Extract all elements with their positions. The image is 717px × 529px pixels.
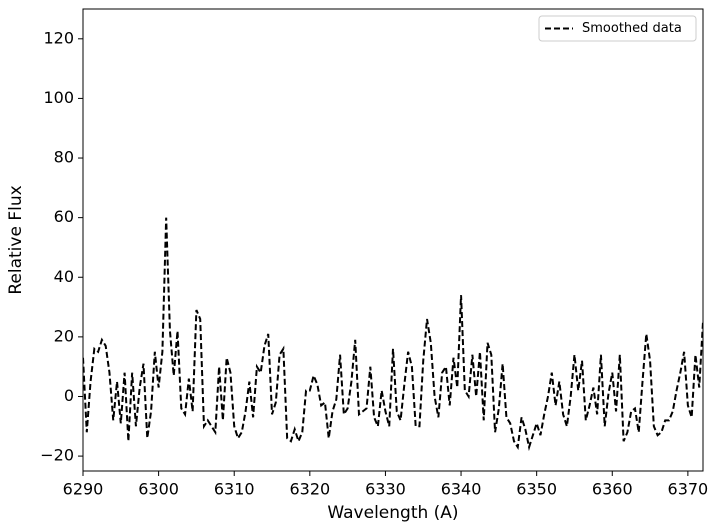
x-tick-label: 6330 bbox=[365, 480, 406, 499]
x-tick-label: 6290 bbox=[63, 480, 104, 499]
x-tick-label: 6300 bbox=[138, 480, 179, 499]
x-tick-label: 6340 bbox=[441, 480, 482, 499]
y-axis-label: Relative Flux bbox=[6, 185, 26, 294]
y-tick-label: −20 bbox=[40, 446, 74, 465]
y-tick-label: 100 bbox=[43, 88, 74, 107]
y-tick-label: 0 bbox=[64, 386, 74, 405]
legend-label: Smoothed data bbox=[582, 21, 682, 36]
y-tick-label: 80 bbox=[54, 148, 74, 167]
x-tick-label: 6370 bbox=[668, 480, 709, 499]
plot-frame bbox=[82, 8, 704, 472]
legend-box bbox=[538, 15, 697, 42]
x-tick-label: 6360 bbox=[592, 480, 633, 499]
data-line bbox=[83, 217, 703, 452]
y-tick-label: 60 bbox=[54, 207, 74, 226]
x-tick-label: 6350 bbox=[516, 480, 557, 499]
x-axis-label: Wavelength (A) bbox=[327, 503, 458, 523]
y-tick-label: 40 bbox=[54, 267, 74, 286]
y-tick-label: 120 bbox=[43, 28, 74, 47]
x-tick-label: 6320 bbox=[289, 480, 330, 499]
x-tick-label: 6310 bbox=[214, 480, 255, 499]
y-tick-label: 20 bbox=[54, 326, 74, 345]
